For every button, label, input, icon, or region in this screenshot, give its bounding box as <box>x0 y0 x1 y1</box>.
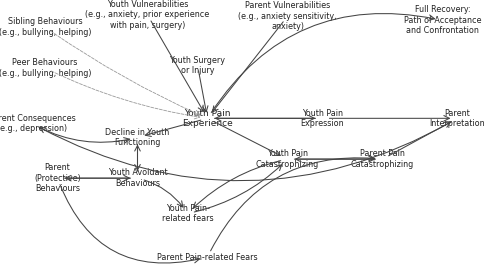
Text: Parent Consequences
(e.g., depression): Parent Consequences (e.g., depression) <box>0 114 76 134</box>
Text: Full Recovery:
Path of Acceptance
and Confrontation: Full Recovery: Path of Acceptance and Co… <box>404 5 481 35</box>
Text: Youth Surgery
or Injury: Youth Surgery or Injury <box>170 55 226 75</box>
Text: Youth Avoidant
Behaviours: Youth Avoidant Behaviours <box>108 168 168 188</box>
Text: Parent Vulnerabilities
(e.g., anxiety sensitivity,
anxiety): Parent Vulnerabilities (e.g., anxiety se… <box>238 1 337 31</box>
Text: Youth Pain
Expression: Youth Pain Expression <box>300 109 344 128</box>
Text: Youth Pain
Experience: Youth Pain Experience <box>182 109 233 128</box>
Text: Sibling Behaviours
(e.g., bullying, helping): Sibling Behaviours (e.g., bullying, help… <box>0 17 91 37</box>
Text: Parent
Interpretation: Parent Interpretation <box>430 109 486 128</box>
Text: Decline in Youth
Functioning: Decline in Youth Functioning <box>106 128 170 147</box>
Text: Youth Vulnerabilities
(e.g., anxiety, prior experience
with pain, surgery): Youth Vulnerabilities (e.g., anxiety, pr… <box>86 0 210 30</box>
Text: Peer Behaviours
(e.g., bullying, helping): Peer Behaviours (e.g., bullying, helping… <box>0 58 91 78</box>
Text: Parent Pain
Catastrophizing: Parent Pain Catastrophizing <box>351 149 414 169</box>
Text: Parent
(Protective)
Behaviours: Parent (Protective) Behaviours <box>34 163 81 193</box>
Text: Parent Pain-related Fears: Parent Pain-related Fears <box>157 252 258 262</box>
Text: Youth Pain
Catastrophizing: Youth Pain Catastrophizing <box>256 149 319 169</box>
Text: Youth Pain-
related fears: Youth Pain- related fears <box>162 204 214 223</box>
